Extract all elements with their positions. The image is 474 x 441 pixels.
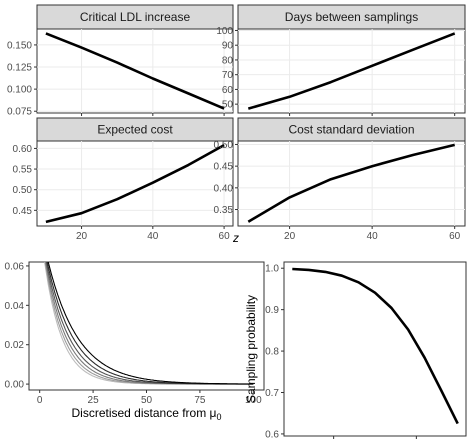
y-tick-label: 0.100 <box>7 85 32 96</box>
panel-4: Cost standard deviation 0.35 0.40 0.45 0.50 2… <box>214 117 466 242</box>
x-tick-label: 0 <box>37 395 43 406</box>
y-tick-label: 60 <box>222 85 234 96</box>
plot-area <box>283 261 467 437</box>
series-line <box>247 32 456 110</box>
y-tick-label: 0.60 <box>13 144 33 155</box>
x-tick-label: 20 <box>76 231 88 242</box>
x-tick-label: 40 <box>367 231 379 242</box>
panel-2: Days between samplings 50 60 70 80 90 100 <box>216 4 466 116</box>
y-tick-label: 0.8 <box>265 347 279 358</box>
panel-title: Days between samplings <box>285 10 418 24</box>
x-tick-label: 60 <box>219 231 231 242</box>
y-tick-label: 50 <box>222 100 234 111</box>
x-tick-label: 100 <box>245 395 262 406</box>
panel-strip <box>237 4 466 30</box>
y-tick-label: 0.6 <box>265 429 279 440</box>
x-tick-label: 20 <box>284 231 296 242</box>
panel-title: Cost standard deviation <box>288 123 414 137</box>
panel-5: 0.00 0.02 0.04 0.06 0 25 50 75 100 Discretised di… <box>5 261 265 422</box>
x-tick-label: 40 <box>147 231 159 242</box>
y-tick-label: 0.50 <box>214 140 234 151</box>
panel-3: Expected cost 0.45 0.50 0.55 0.60 20 40 60 <box>13 117 234 242</box>
plot-area <box>237 140 466 227</box>
y-tick-label: 0.55 <box>13 165 33 176</box>
y-tick-label: 90 <box>222 41 234 52</box>
panel-layer: Critical LDL increase 0.075 0.100 0.125 0.15… <box>5 4 467 440</box>
panel-title: Expected cost <box>97 123 173 137</box>
y-tick-label: 0.40 <box>214 183 234 194</box>
y-tick-label: 100 <box>216 26 233 37</box>
x-tick-label: 60 <box>449 231 461 242</box>
series-line <box>292 267 459 425</box>
y-tick-label: 0.150 <box>7 40 32 51</box>
plot-area <box>36 140 234 227</box>
y-tick-label: 0.9 <box>265 305 279 316</box>
panel-title: Critical LDL increase <box>80 10 191 24</box>
y-tick-label: 0.04 <box>5 301 25 312</box>
x-axis-title-subscript: 0 <box>216 412 221 422</box>
panel-1: Critical LDL increase 0.075 0.100 0.125 0.15… <box>7 4 234 118</box>
y-tick-label: 0.02 <box>5 340 25 351</box>
series-line <box>45 143 225 224</box>
y-tick-label: 0.075 <box>7 107 32 118</box>
series-line <box>247 143 456 223</box>
y-tick-label: 80 <box>222 55 234 66</box>
x-tick-label: 75 <box>194 395 206 406</box>
y-tick-label: 0.125 <box>7 63 32 74</box>
panel-6: 0.6 0.7 0.8 0.9 1.0 Sampling probability <box>244 261 467 440</box>
x-tick-label: 50 <box>141 395 153 406</box>
y-tick-label: 0.50 <box>13 185 33 196</box>
panel-strip <box>36 4 234 30</box>
y-tick-label: 0.45 <box>13 206 33 217</box>
y-axis-title: Sampling probability <box>244 295 258 403</box>
facet-axis-label: z <box>232 231 239 245</box>
y-tick-label: 0.35 <box>214 205 234 216</box>
series-line <box>45 32 225 110</box>
y-tick-label: 0.45 <box>214 162 234 173</box>
y-tick-label: 1.0 <box>265 264 279 275</box>
plot-area <box>28 261 265 391</box>
y-tick-label: 0.06 <box>5 261 25 272</box>
y-tick-label: 70 <box>222 70 234 81</box>
y-tick-label: 0.00 <box>5 380 25 391</box>
x-tick-label: 25 <box>88 395 100 406</box>
x-axis-title: Discretised distance from μ0 <box>72 406 222 422</box>
distribution-curve <box>47 262 254 385</box>
y-tick-label: 0.7 <box>265 388 279 399</box>
